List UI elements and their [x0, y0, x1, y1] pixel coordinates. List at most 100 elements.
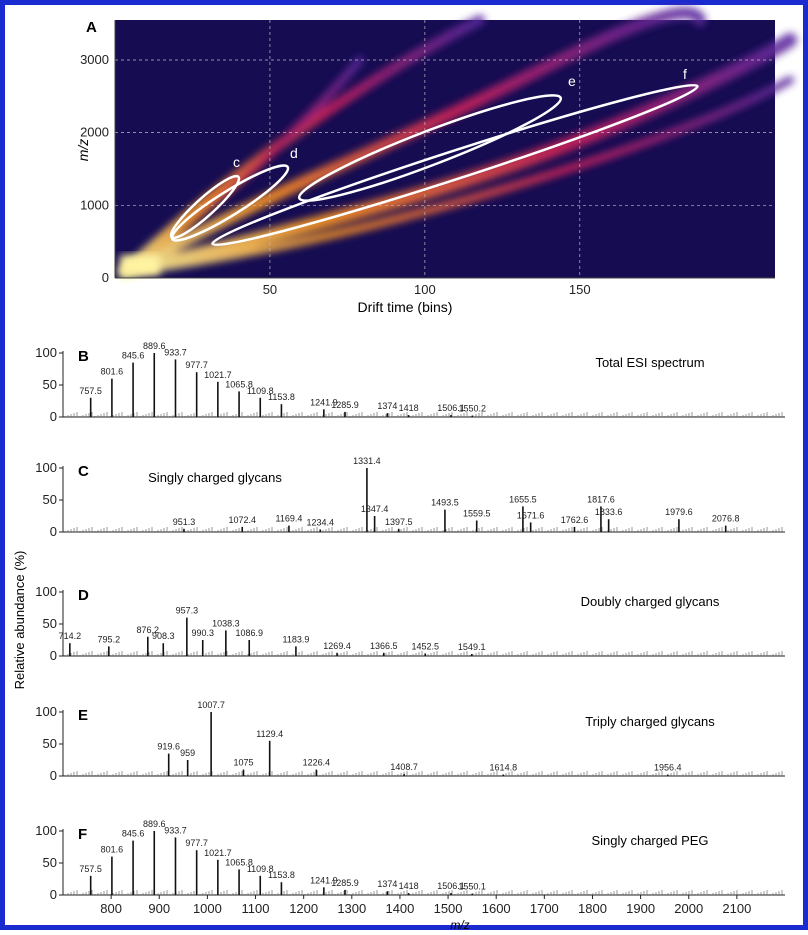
peak-label: 757.5 [79, 386, 102, 396]
panel-letter: E [78, 707, 88, 724]
peak-label: 1762.6 [561, 515, 589, 525]
region-label: d [290, 145, 298, 161]
peak-label: 1129.4 [256, 729, 283, 739]
baseline-noise [64, 890, 783, 895]
peak-label: 1833.6 [595, 507, 623, 517]
baseline-noise [64, 771, 783, 776]
peak-label: 1169.4 [276, 514, 303, 524]
peak-label: 1366.5 [370, 641, 398, 651]
peak-label: 1007.7 [197, 700, 225, 710]
peak-label: 1452.5 [411, 641, 439, 651]
panel-letter: B [78, 348, 89, 365]
peak-label: 1021.7 [204, 370, 232, 380]
baseline-noise [64, 651, 783, 656]
y-tick-label: 2000 [80, 125, 109, 140]
x-tick-label: 1100 [242, 901, 270, 916]
y-axis-label: Relative abundance (%) [12, 551, 27, 690]
peak-label: 1241.9 [310, 397, 338, 407]
peak-label: 1109.8 [247, 386, 274, 396]
peak-label: 1241.9 [310, 875, 338, 885]
peak-label: 1153.8 [268, 870, 295, 880]
baseline-noise [64, 412, 783, 417]
y-tick-label: 100 [35, 704, 57, 719]
x-tick-label: 1000 [193, 901, 222, 916]
peak-label: 1979.6 [665, 507, 693, 517]
peak-label: 933.7 [164, 347, 187, 357]
peak-label: 957.3 [176, 606, 199, 616]
peak-label: 1614.8 [490, 763, 518, 773]
peak-label: 1285.9 [331, 400, 359, 410]
x-tick-label: 1400 [385, 901, 414, 916]
peak-label: 1226.4 [303, 758, 331, 768]
peak-label: 757.5 [79, 864, 102, 874]
peak-label: 1493.5 [431, 498, 459, 508]
peak-label: 1153.8 [268, 392, 295, 402]
heatmap-background [115, 20, 775, 278]
peak-label: 889.6 [143, 341, 166, 351]
x-tick-label: 2000 [674, 901, 703, 916]
x-axis-label: m/z [450, 918, 469, 930]
peak-label: 1075 [233, 758, 253, 768]
heat-origin [120, 255, 160, 275]
peak-label: 933.7 [164, 825, 187, 835]
panel-title: Singly charged PEG [591, 833, 708, 848]
heat-band [121, 76, 794, 276]
peak-label: 1549.1 [458, 642, 486, 652]
peak-label: 1374 [377, 401, 397, 411]
peak-label: 1065.8 [225, 379, 253, 389]
peak-label: 908.3 [152, 631, 175, 641]
peak-label: 1817.6 [587, 494, 615, 504]
peak-label: 801.6 [101, 845, 124, 855]
panel-title: Doubly charged glycans [581, 594, 720, 609]
x-tick-label: 100 [414, 282, 436, 297]
peak-label: 977.7 [185, 838, 208, 848]
peak-label: 959 [180, 748, 195, 758]
panel-title: Total ESI spectrum [595, 355, 704, 370]
peak-label: 845.6 [122, 351, 145, 361]
peak-label: 1559.5 [463, 508, 491, 518]
peak-label: 1183.9 [282, 634, 309, 644]
x-tick-label: 2100 [722, 901, 751, 916]
peak-label: 1109.8 [247, 864, 274, 874]
y-tick-label: 0 [50, 648, 57, 663]
peak-label: 951.3 [173, 517, 196, 527]
peak-label: 1418 [399, 403, 419, 413]
x-tick-label: 50 [263, 282, 277, 297]
peak-label: 1269.4 [323, 641, 351, 651]
peak-label: 1234.4 [306, 517, 334, 527]
x-tick-label: 1500 [434, 901, 463, 916]
peak-label: 845.6 [122, 829, 145, 839]
y-tick-label: 0 [102, 270, 109, 285]
peak-label: 714.2 [59, 631, 82, 641]
peak-label: 1956.4 [654, 763, 682, 773]
y-tick-label: 100 [35, 823, 57, 838]
peak-label: 1397.5 [385, 517, 413, 527]
x-tick-label: 1800 [578, 901, 607, 916]
heat-band [118, 33, 797, 279]
panel-title: Triply charged glycans [585, 714, 715, 729]
peak-label: 889.6 [143, 819, 166, 829]
peak-label: 2076.8 [712, 514, 740, 524]
x-tick-label: 1600 [482, 901, 511, 916]
region-label: c [233, 154, 240, 170]
peak-label: 1285.9 [331, 878, 359, 888]
y-tick-label: 3000 [80, 52, 109, 67]
y-tick-label: 50 [43, 855, 57, 870]
y-tick-label: 100 [35, 584, 57, 599]
region-outline [211, 83, 699, 247]
peak-label: 1408.7 [390, 762, 418, 772]
y-tick-label: 0 [50, 524, 57, 539]
peak-label: 1506.1 [437, 881, 465, 891]
y-tick-label: 0 [50, 887, 57, 902]
region-label: f [683, 66, 687, 82]
peak-label: 1418 [399, 881, 419, 891]
x-tick-label: 900 [148, 901, 170, 916]
region-outline [170, 164, 290, 242]
region-outline [297, 94, 563, 202]
peak-label: 1374 [377, 879, 397, 889]
panel-title: Singly charged glycans [148, 470, 282, 485]
y-tick-label: 50 [43, 736, 57, 751]
panel-letter: F [78, 826, 87, 843]
y-tick-label: 100 [35, 345, 57, 360]
